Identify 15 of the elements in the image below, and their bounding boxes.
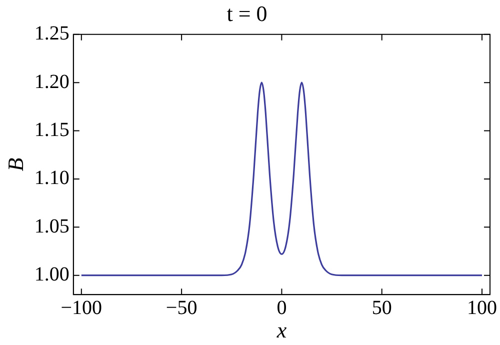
x-tick-label: 100 (466, 296, 497, 319)
y-tick-label: 1.05 (34, 215, 70, 238)
y-tick-label: 1.20 (34, 70, 70, 93)
x-tick-label: 50 (372, 296, 392, 319)
y-axis-title: B (2, 158, 28, 172)
y-tick-label: 1.00 (34, 264, 70, 286)
x-tick-label: 0 (276, 296, 287, 319)
x-tick-label: −50 (166, 296, 198, 319)
line-series (80, 82, 483, 276)
y-tick-label: 1.25 (34, 22, 70, 45)
y-tick-label: 1.15 (34, 119, 70, 142)
y-tick-label: 1.10 (34, 167, 70, 190)
chart-title: t = 0 (226, 0, 268, 26)
x-axis-title: x (276, 318, 287, 343)
x-tick-label: −100 (60, 296, 102, 319)
